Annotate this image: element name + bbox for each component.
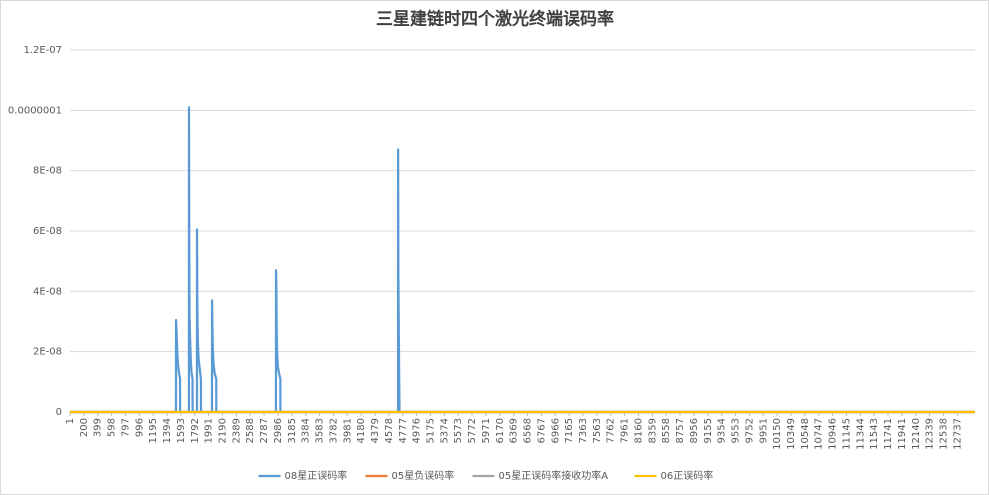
legend-label: 05星负误码率 xyxy=(392,469,455,482)
x-tick-label: 5573 xyxy=(453,418,464,443)
x-tick-label: 1195 xyxy=(148,418,159,443)
y-tick-label: 4E-08 xyxy=(33,286,62,297)
x-tick-label: 6170 xyxy=(495,418,506,443)
x-tick-label: 3583 xyxy=(315,418,326,443)
x-tick-label: 399 xyxy=(93,418,104,437)
x-tick-label: 9354 xyxy=(717,418,728,443)
x-tick-label: 7363 xyxy=(578,418,589,443)
x-tick-label: 7961 xyxy=(620,418,631,443)
x-tick-label: 1 xyxy=(65,418,76,424)
x-tick-label: 7165 xyxy=(564,418,575,443)
legend-label: 06正误码率 xyxy=(661,469,714,482)
x-tick-label: 11941 xyxy=(897,418,908,450)
x-tick-label: 9951 xyxy=(758,418,769,443)
x-tick-label: 11543 xyxy=(869,418,880,450)
x-tick-label: 12140 xyxy=(911,418,922,450)
x-tick-label: 3981 xyxy=(342,418,353,443)
y-tick-label: 6E-08 xyxy=(33,226,62,237)
x-tick-label: 12737 xyxy=(952,418,963,450)
x-tick-label: 3384 xyxy=(301,418,312,443)
x-tick-label: 4180 xyxy=(356,418,367,443)
x-tick-label: 598 xyxy=(107,418,118,437)
x-tick-label: 1792 xyxy=(190,418,201,443)
x-tick-label: 4777 xyxy=(398,418,409,443)
x-tick-label: 5175 xyxy=(425,418,436,443)
x-tick-label: 8359 xyxy=(647,418,658,443)
x-tick-label: 2787 xyxy=(259,418,270,443)
x-tick-label: 1593 xyxy=(176,418,187,443)
x-tick-label: 8558 xyxy=(661,418,672,443)
y-tick-label: 2E-08 xyxy=(33,347,62,358)
x-tick-label: 8160 xyxy=(633,418,644,443)
x-tick-label: 9155 xyxy=(703,418,714,443)
x-tick-label: 12339 xyxy=(925,418,936,450)
x-tick-label: 6966 xyxy=(550,418,561,443)
x-tick-label: 10548 xyxy=(800,418,811,450)
x-tick-label: 6369 xyxy=(509,418,520,443)
x-tick-label: 2986 xyxy=(273,418,284,443)
x-tick-label: 10150 xyxy=(772,418,783,450)
x-tick-label: 8956 xyxy=(689,418,700,443)
x-tick-label: 2190 xyxy=(218,418,229,443)
x-tick-label: 2588 xyxy=(245,418,256,443)
chart-title: 三星建链时四个激光终端误码率 xyxy=(376,9,614,30)
x-tick-label: 8757 xyxy=(675,418,686,443)
x-tick-label: 5971 xyxy=(481,418,492,443)
x-tick-label: 10349 xyxy=(786,418,797,450)
x-tick-label: 200 xyxy=(79,418,90,437)
y-tick-label: 0.0000001 xyxy=(8,105,62,116)
x-tick-label: 6568 xyxy=(523,418,534,443)
x-tick-label: 5374 xyxy=(439,418,450,443)
x-tick-label: 9553 xyxy=(731,418,742,443)
legend-label: 08星正误码率 xyxy=(285,469,348,482)
x-tick-label: 10747 xyxy=(814,418,825,450)
x-tick-label: 2389 xyxy=(231,418,242,443)
y-tick-label: 8E-08 xyxy=(33,166,62,177)
x-tick-label: 5772 xyxy=(467,418,478,443)
x-tick-label: 4578 xyxy=(384,418,395,443)
x-tick-label: 11741 xyxy=(883,418,894,450)
x-tick-label: 6767 xyxy=(536,418,547,443)
x-tick-label: 11344 xyxy=(855,418,866,450)
y-tick-label: 1.2E-07 xyxy=(23,45,62,56)
x-tick-label: 3185 xyxy=(287,418,298,443)
y-tick-label: 0 xyxy=(56,407,62,418)
x-tick-label: 4379 xyxy=(370,418,381,443)
x-tick-label: 11145 xyxy=(841,418,852,450)
legend-label: 05星正误码率接收功率A xyxy=(499,469,609,482)
x-tick-label: 10946 xyxy=(828,418,839,450)
x-tick-label: 3782 xyxy=(328,418,339,443)
x-tick-label: 7762 xyxy=(606,418,617,443)
x-tick-label: 1394 xyxy=(162,418,173,443)
x-tick-label: 9752 xyxy=(744,418,755,443)
x-tick-label: 797 xyxy=(120,418,131,437)
x-tick-label: 7563 xyxy=(592,418,603,443)
x-tick-label: 1991 xyxy=(204,418,215,443)
x-tick-label: 996 xyxy=(134,418,145,437)
x-tick-label: 4976 xyxy=(412,418,423,443)
x-tick-label: 12538 xyxy=(939,418,950,450)
